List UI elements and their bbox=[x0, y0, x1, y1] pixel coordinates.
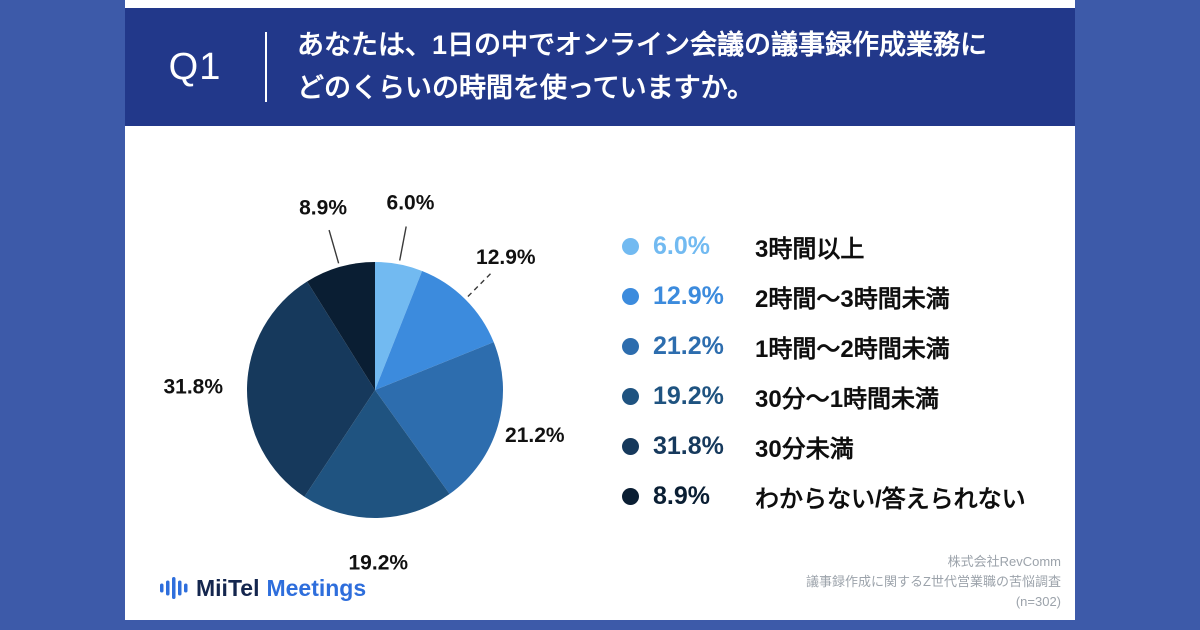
legend-dot-icon bbox=[622, 287, 639, 305]
question-text: あなたは、1日の中でオンライン会議の議事録作成業務に どのくらいの時間を使ってい… bbox=[267, 8, 1075, 126]
pie-percent-label-0: 6.0% bbox=[387, 191, 435, 214]
source-sample-size: (n=302) bbox=[1015, 594, 1061, 610]
survey-source: 株式会社RevComm 議事録作成に関するZ世代営業職の苦悩調査 (n=302) bbox=[806, 552, 1061, 612]
question-header: Q1 あなたは、1日の中でオンライン会議の議事録作成業務に どのくらいの時間を使… bbox=[125, 8, 1075, 126]
legend-dot-icon bbox=[622, 387, 639, 405]
legend-dot-icon bbox=[622, 337, 639, 355]
legend-percent: 8.9% bbox=[653, 481, 710, 510]
legend-item-3: 19.2% 30分〜1時間未満 bbox=[622, 378, 1026, 414]
legend-percent: 31.8% bbox=[653, 431, 724, 460]
frame-bottom bbox=[125, 620, 1075, 630]
legend-percent: 19.2% bbox=[653, 381, 724, 410]
source-company: 株式会社RevComm bbox=[947, 554, 1061, 569]
legend-label: 30分未満 bbox=[755, 435, 854, 463]
question-line-2: どのくらいの時間を使っていますか。 bbox=[297, 73, 755, 103]
pie-percent-label-3: 19.2% bbox=[349, 552, 409, 575]
legend-percent: 12.9% bbox=[653, 281, 724, 310]
frame-left bbox=[0, 0, 125, 630]
frame-right bbox=[1075, 0, 1200, 630]
pie-percent-label-4: 31.8% bbox=[163, 375, 223, 398]
pie-leader-line-0 bbox=[399, 226, 407, 261]
legend-item-2: 21.2% 1時間〜2時間未満 bbox=[622, 328, 1026, 364]
legend-item-4: 31.8% 30分未満 bbox=[622, 428, 1026, 464]
logo-product-text: Meetings bbox=[266, 574, 367, 601]
pie-slice-5 bbox=[307, 262, 375, 390]
pie-slice-3 bbox=[304, 390, 450, 518]
legend-item-1: 12.9% 2時間〜3時間未満 bbox=[622, 278, 1026, 314]
pie-percent-label-2: 21.2% bbox=[505, 424, 565, 447]
pie-leader-line-1 bbox=[467, 271, 493, 297]
pie-chart: 6.0% 12.9% 21.2% 19.2% 31.8% 8.9% bbox=[163, 191, 565, 575]
legend-label: 30分〜1時間未満 bbox=[755, 385, 940, 413]
content-card: Q1 あなたは、1日の中でオンライン会議の議事録作成業務に どのくらいの時間を使… bbox=[125, 0, 1075, 620]
legend-percent: 21.2% bbox=[653, 331, 724, 360]
audio-bars-icon bbox=[160, 577, 188, 599]
legend-percent: 6.0% bbox=[653, 231, 710, 260]
header-divider bbox=[265, 32, 267, 102]
legend-label: 3時間以上 bbox=[755, 235, 865, 263]
source-survey-title: 議事録作成に関するZ世代営業職の苦悩調査 bbox=[806, 574, 1061, 590]
legend-label: わからない/答えられない bbox=[755, 485, 1026, 513]
question-line-1: あなたは、1日の中でオンライン会議の議事録作成業務に bbox=[297, 29, 988, 60]
legend-dot-icon bbox=[622, 237, 639, 255]
legend-item-0: 6.0% 3時間以上 bbox=[622, 228, 1026, 264]
chart-legend: 6.0% 3時間以上 12.9% 2時間〜3時間未満 21.2% 1時間〜2時間未満 19.… bbox=[622, 228, 1026, 514]
legend-dot-icon bbox=[622, 487, 639, 505]
legend-label: 2時間〜3時間未満 bbox=[755, 285, 950, 313]
miitel-meetings-logo: MiiTel Meetings bbox=[158, 574, 366, 602]
pie-leader-line-5 bbox=[328, 229, 340, 264]
pie-slice-0 bbox=[375, 262, 423, 390]
legend-label: 1時間〜2時間未満 bbox=[755, 335, 950, 363]
logo-brand-text: MiiTel bbox=[196, 574, 260, 601]
pie-percent-label-5: 8.9% bbox=[299, 197, 347, 220]
pie-percent-label-1: 12.9% bbox=[476, 246, 536, 269]
pie-slice-2 bbox=[375, 342, 504, 495]
legend-dot-icon bbox=[622, 437, 639, 455]
legend-item-5: 8.9% わからない/答えられない bbox=[622, 478, 1026, 514]
pie-slice-4 bbox=[247, 281, 375, 497]
question-number: Q1 bbox=[168, 45, 222, 88]
pie-slice-1 bbox=[375, 270, 494, 390]
